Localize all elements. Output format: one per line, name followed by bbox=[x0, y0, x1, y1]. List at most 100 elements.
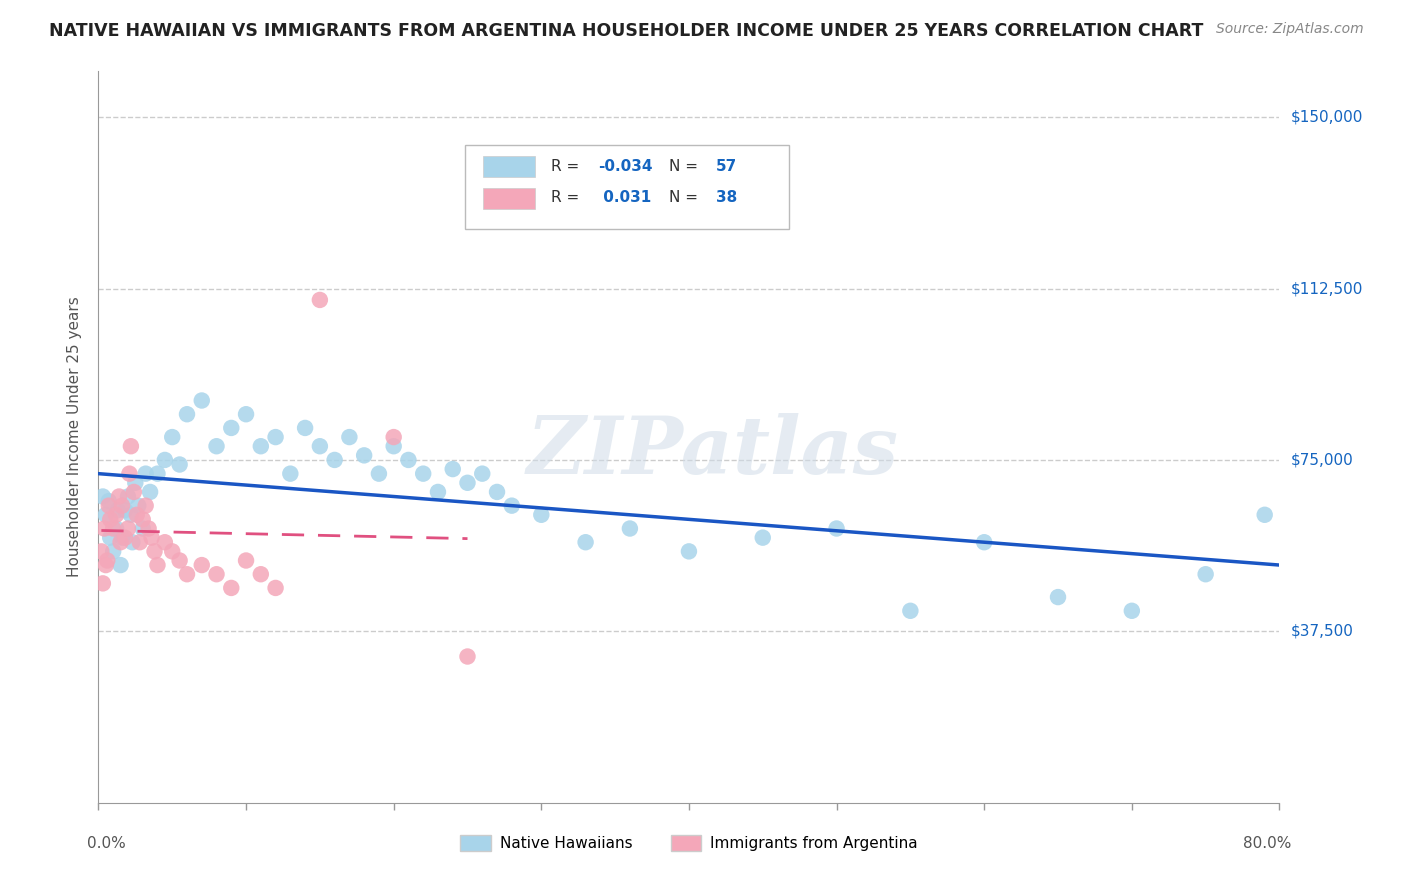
Point bbox=[121, 535, 143, 549]
Point bbox=[205, 567, 228, 582]
Point bbox=[501, 499, 523, 513]
Point bbox=[93, 521, 115, 535]
Text: 0.031: 0.031 bbox=[598, 190, 651, 205]
Point bbox=[118, 467, 141, 481]
Text: 0.0%: 0.0% bbox=[87, 836, 125, 851]
Text: $75,000: $75,000 bbox=[1291, 452, 1354, 467]
Point bbox=[382, 439, 405, 453]
Point bbox=[110, 558, 132, 573]
Point bbox=[94, 558, 117, 573]
Point bbox=[176, 567, 198, 582]
Point bbox=[368, 467, 391, 481]
Point bbox=[143, 544, 166, 558]
Point bbox=[153, 453, 176, 467]
Text: N =: N = bbox=[669, 190, 697, 205]
Point bbox=[1254, 508, 1277, 522]
Point bbox=[191, 558, 214, 573]
Point bbox=[309, 439, 332, 453]
FancyBboxPatch shape bbox=[484, 156, 536, 177]
Text: $37,500: $37,500 bbox=[1291, 624, 1354, 639]
Point bbox=[110, 535, 132, 549]
Point bbox=[176, 407, 198, 421]
Point bbox=[108, 490, 131, 504]
Point bbox=[125, 508, 148, 522]
Point bbox=[120, 508, 142, 522]
Text: Source: ZipAtlas.com: Source: ZipAtlas.com bbox=[1216, 22, 1364, 37]
Point bbox=[138, 521, 160, 535]
Point bbox=[114, 531, 136, 545]
Point bbox=[141, 531, 163, 545]
Point bbox=[264, 430, 287, 444]
Y-axis label: Householder Income Under 25 years: Householder Income Under 25 years bbox=[67, 297, 83, 577]
Point bbox=[122, 484, 145, 499]
Text: R =: R = bbox=[551, 190, 579, 205]
Point bbox=[98, 512, 121, 526]
Text: ZIPatlas: ZIPatlas bbox=[526, 413, 898, 491]
Text: $112,500: $112,500 bbox=[1291, 281, 1362, 296]
Point bbox=[91, 490, 114, 504]
Point bbox=[221, 421, 243, 435]
Point bbox=[117, 490, 139, 504]
Point bbox=[309, 293, 332, 307]
Point bbox=[90, 544, 112, 558]
Point bbox=[205, 439, 228, 453]
Text: N =: N = bbox=[669, 159, 697, 174]
Point bbox=[97, 499, 120, 513]
Point bbox=[91, 576, 114, 591]
Point bbox=[1121, 604, 1143, 618]
Point bbox=[98, 531, 121, 545]
Point bbox=[1047, 590, 1070, 604]
Text: -0.034: -0.034 bbox=[598, 159, 652, 174]
Point bbox=[117, 521, 139, 535]
Point bbox=[530, 508, 553, 522]
Point bbox=[825, 521, 848, 535]
Text: 80.0%: 80.0% bbox=[1243, 836, 1291, 851]
Text: $150,000: $150,000 bbox=[1291, 110, 1362, 125]
Point bbox=[382, 430, 405, 444]
Point bbox=[162, 544, 183, 558]
Point bbox=[94, 508, 117, 522]
Point bbox=[235, 553, 257, 567]
Point bbox=[103, 521, 125, 535]
Point bbox=[191, 393, 214, 408]
Point bbox=[103, 544, 125, 558]
Point bbox=[221, 581, 243, 595]
Point bbox=[973, 535, 995, 549]
Point bbox=[398, 453, 420, 467]
Point bbox=[146, 558, 169, 573]
Point bbox=[127, 499, 149, 513]
Point bbox=[1195, 567, 1218, 582]
Point bbox=[427, 484, 450, 499]
Point bbox=[575, 535, 598, 549]
Point bbox=[105, 508, 128, 522]
Point bbox=[250, 439, 273, 453]
Point bbox=[153, 535, 176, 549]
Point bbox=[619, 521, 641, 535]
Point bbox=[139, 484, 162, 499]
Point bbox=[353, 448, 375, 462]
Point bbox=[114, 503, 136, 517]
Text: R =: R = bbox=[551, 159, 579, 174]
Point bbox=[486, 484, 509, 499]
Point bbox=[169, 458, 191, 472]
Point bbox=[105, 521, 128, 535]
Point bbox=[457, 475, 479, 490]
Point bbox=[457, 649, 479, 664]
Point bbox=[294, 421, 316, 435]
Point bbox=[128, 535, 150, 549]
Point bbox=[169, 553, 191, 567]
Point bbox=[900, 604, 922, 618]
Point bbox=[752, 531, 775, 545]
FancyBboxPatch shape bbox=[484, 188, 536, 209]
Point bbox=[235, 407, 257, 421]
Point bbox=[97, 494, 120, 508]
Point bbox=[120, 439, 142, 453]
Legend: Native Hawaiians, Immigrants from Argentina: Native Hawaiians, Immigrants from Argent… bbox=[454, 830, 924, 857]
Point bbox=[135, 467, 157, 481]
Point bbox=[96, 553, 118, 567]
Point bbox=[412, 467, 434, 481]
Point bbox=[264, 581, 287, 595]
Point bbox=[323, 453, 346, 467]
Text: 38: 38 bbox=[716, 190, 737, 205]
Point bbox=[250, 567, 273, 582]
